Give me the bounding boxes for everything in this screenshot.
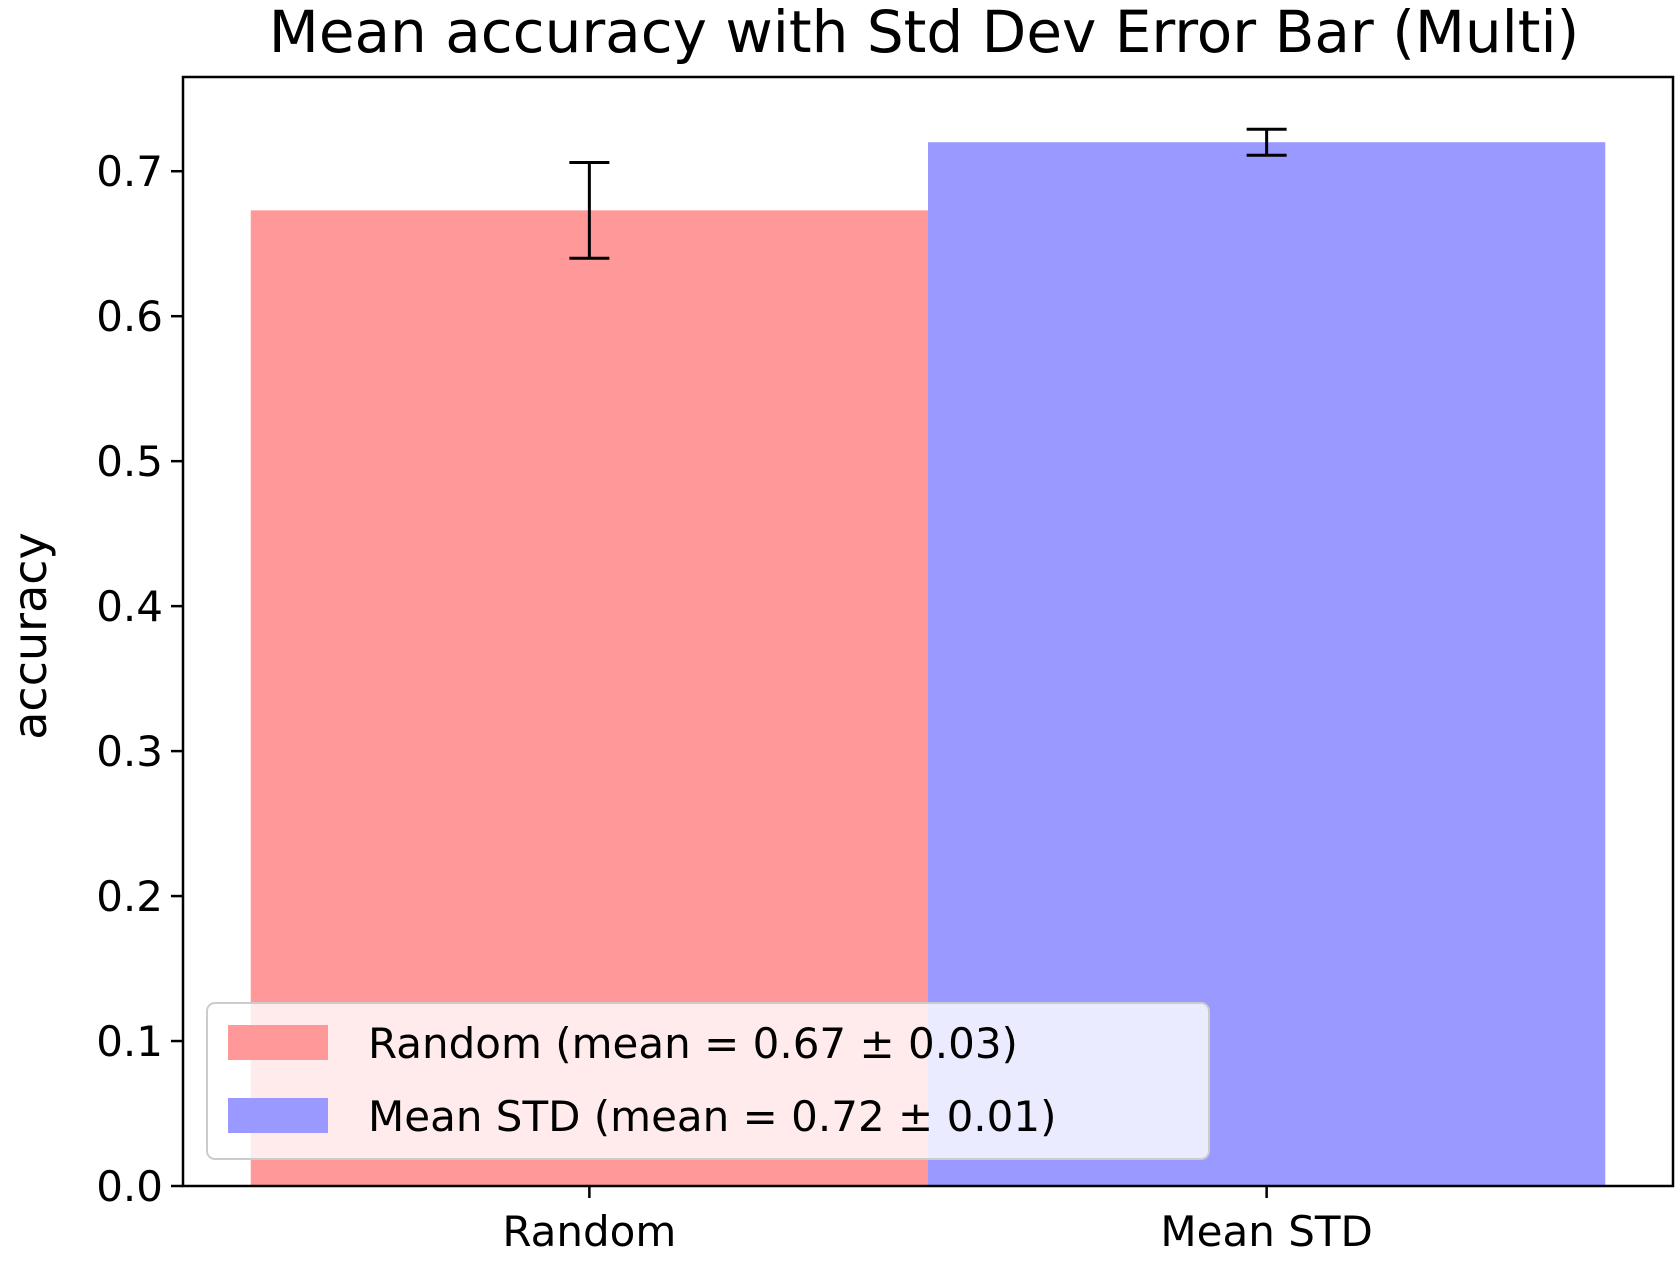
plot-frame [181,75,1675,1188]
legend-label-random: Random (mean = 0.67 ± 0.03) [368,1019,1018,1068]
y-tick-label: 0.7 [96,147,163,196]
y-tick-label: 0.6 [96,292,163,341]
legend-box [206,1002,1210,1160]
x-axis-ticks: Random Mean STD [502,1186,1373,1256]
y-tick-label: 0.2 [96,872,163,921]
bars-layer [250,142,1606,1186]
y-axis-label: accuracy [3,532,57,740]
legend: Random (mean = 0.67 ± 0.03) Mean STD (me… [206,1002,1210,1160]
y-tick-label: 0.3 [96,727,163,776]
y-tick-label: 0.0 [96,1162,163,1211]
chart-title: Mean accuracy with Std Dev Error Bar (Mu… [269,0,1579,66]
y-axis-ticks: 0.0 0.1 0.2 0.3 0.4 0.5 0.6 0.7 [96,147,183,1211]
x-tick-label-mean-std: Mean STD [1160,1207,1372,1256]
legend-label-mean-std: Mean STD (mean = 0.72 ± 0.01) [368,1092,1057,1141]
y-tick-label: 0.5 [96,437,163,486]
error-bars-layer [569,127,1287,260]
y-tick-label: 0.1 [96,1017,163,1066]
x-tick-label-random: Random [502,1207,676,1256]
legend-swatch-random [228,1025,328,1060]
legend-swatch-mean-std [228,1098,328,1133]
y-tick-label: 0.4 [96,582,163,631]
axes-layer [181,75,1675,1188]
